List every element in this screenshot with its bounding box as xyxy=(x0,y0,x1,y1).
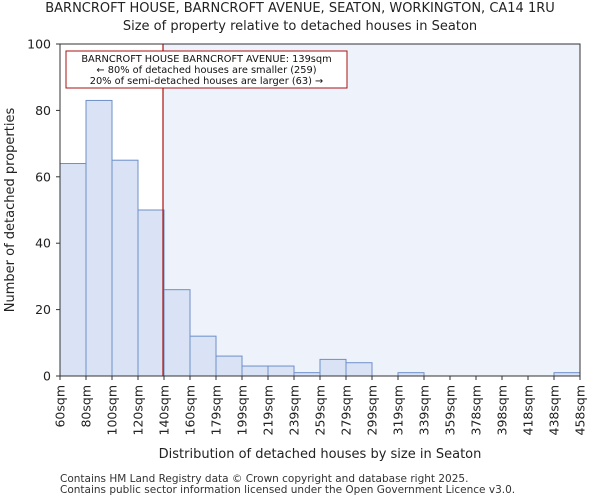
x-tick-label: 359sqm xyxy=(443,385,458,435)
x-tick-label: 299sqm xyxy=(365,385,380,435)
y-tick-label: 80 xyxy=(35,103,51,118)
annotation-line3: 20% of semi-detached houses are larger (… xyxy=(90,76,324,87)
x-axis-ticks: 60sqm 80sqm 100sqm 120sqm 140sqm 160sqm 179sqm… xyxy=(53,376,588,435)
bar-259sqm xyxy=(319,358,347,377)
x-tick-label: 179sqm xyxy=(209,385,224,435)
bar-219sqm xyxy=(267,365,295,377)
bar-120sqm xyxy=(137,209,165,377)
x-tick-label: 438sqm xyxy=(547,385,562,435)
x-tick-label: 398sqm xyxy=(495,385,510,435)
x-axis-label: Distribution of detached houses by size … xyxy=(159,447,482,462)
x-tick-label: 80sqm xyxy=(79,385,94,428)
annotation-line2: ← 80% of detached houses are smaller (25… xyxy=(96,65,316,76)
y-tick-label: 0 xyxy=(43,369,51,384)
bar-199sqm xyxy=(241,365,269,377)
y-tick-label: 60 xyxy=(35,169,51,184)
x-tick-label: 339sqm xyxy=(417,385,432,435)
x-tick-label: 418sqm xyxy=(521,385,536,435)
bar-60sqm xyxy=(59,163,87,377)
y-tick-label: 40 xyxy=(35,236,51,251)
chart-subtitle: Size of property relative to detached ho… xyxy=(122,19,478,34)
x-tick-label: 100sqm xyxy=(105,385,120,435)
y-tick-label: 20 xyxy=(35,302,51,317)
x-tick-label: 279sqm xyxy=(339,385,354,435)
x-tick-label: 60sqm xyxy=(53,385,68,428)
annotation-box: BARNCROFT HOUSE BARNCROFT AVENUE: 139sqm… xyxy=(65,50,348,89)
bar-179sqm xyxy=(215,355,243,377)
chart-title-line1: BARNCROFT HOUSE, BARNCROFT AVENUE, SEATO… xyxy=(45,1,555,16)
x-tick-label: 199sqm xyxy=(235,385,250,435)
x-tick-label: 120sqm xyxy=(131,385,146,435)
annotation-border xyxy=(65,50,348,89)
x-tick-label: 140sqm xyxy=(157,385,172,435)
x-tick-label: 319sqm xyxy=(391,385,406,435)
x-tick-label: 378sqm xyxy=(469,385,484,435)
x-tick-label: 259sqm xyxy=(313,385,328,435)
bars-group xyxy=(59,99,581,377)
x-tick-label: 160sqm xyxy=(183,385,198,435)
x-tick-label: 239sqm xyxy=(287,385,302,435)
footer-licence: Contains public sector information licen… xyxy=(60,484,516,496)
annotation-line1: BARNCROFT HOUSE BARNCROFT AVENUE: 139sqm xyxy=(81,54,331,65)
y-axis-ticks: 0 20 40 60 80 100 xyxy=(27,37,60,384)
footer-copyright: Contains HM Land Registry data © Crown c… xyxy=(60,473,469,485)
x-tick-label: 219sqm xyxy=(261,385,276,435)
x-tick-label: 458sqm xyxy=(573,385,588,435)
bar-279sqm xyxy=(345,362,373,377)
bar-80sqm xyxy=(85,99,113,377)
y-axis-label: Number of detached properties xyxy=(3,108,18,313)
bar-160sqm xyxy=(189,335,217,377)
bar-140sqm xyxy=(163,289,191,377)
highlight-region xyxy=(163,44,580,376)
bar-100sqm xyxy=(111,159,139,377)
y-tick-label: 100 xyxy=(27,37,51,52)
histogram-chart: BARNCROFT HOUSE BARNCROFT AVENUE: 139sqm… xyxy=(3,37,588,463)
